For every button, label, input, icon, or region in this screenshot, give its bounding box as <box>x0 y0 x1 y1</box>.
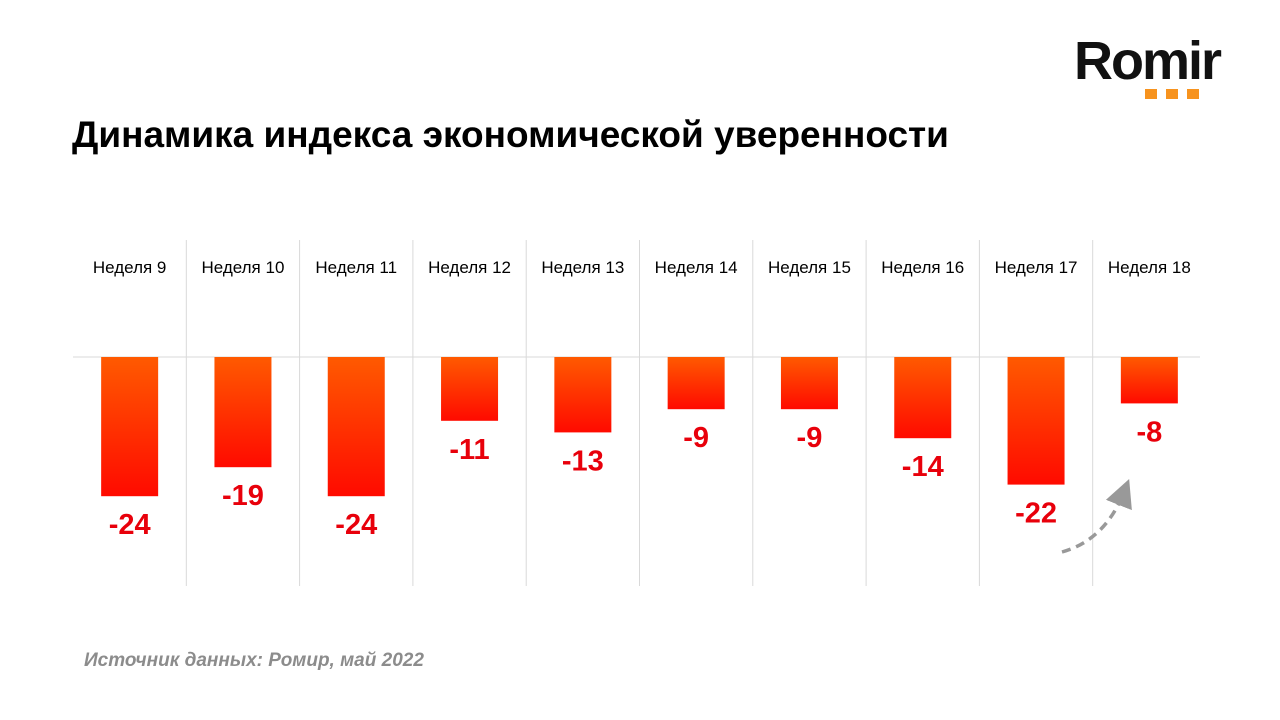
category-label: Неделя 11 <box>315 258 397 277</box>
data-source: Источник данных: Ромир, май 2022 <box>84 650 424 671</box>
bar <box>894 357 952 439</box>
value-label: -13 <box>562 445 604 477</box>
value-label: -11 <box>449 434 489 466</box>
value-label: -19 <box>222 480 264 512</box>
bar <box>214 357 272 468</box>
value-label: -24 <box>109 509 151 541</box>
page-title: Динамика индекса экономической увереннос… <box>72 114 949 155</box>
value-label: -14 <box>902 451 944 483</box>
value-label: -9 <box>797 422 823 454</box>
romir-logo: Romir <box>1074 34 1244 104</box>
bar <box>441 357 499 421</box>
value-label: -24 <box>335 509 377 541</box>
value-label: -9 <box>683 422 709 454</box>
category-label: Неделя 18 <box>1108 258 1191 277</box>
category-label: Неделя 16 <box>881 258 964 277</box>
bar <box>1007 357 1065 485</box>
logo-text: Romir <box>1074 31 1222 91</box>
category-label: Неделя 15 <box>768 258 851 277</box>
bar <box>554 357 612 433</box>
category-label: Неделя 10 <box>201 258 284 277</box>
category-label: Неделя 13 <box>541 258 624 277</box>
bar <box>780 357 838 410</box>
bar <box>327 357 385 497</box>
value-label: -8 <box>1136 416 1162 448</box>
category-label: Неделя 9 <box>93 258 166 277</box>
bar <box>667 357 725 410</box>
category-label: Неделя 12 <box>428 258 511 277</box>
trend-arrow <box>1061 478 1132 554</box>
bar <box>101 357 159 497</box>
value-label: -22 <box>1015 498 1057 530</box>
logo-dots <box>1145 89 1199 99</box>
category-label: Неделя 17 <box>995 258 1078 277</box>
bar <box>1120 357 1178 404</box>
category-label: Неделя 14 <box>655 258 738 277</box>
